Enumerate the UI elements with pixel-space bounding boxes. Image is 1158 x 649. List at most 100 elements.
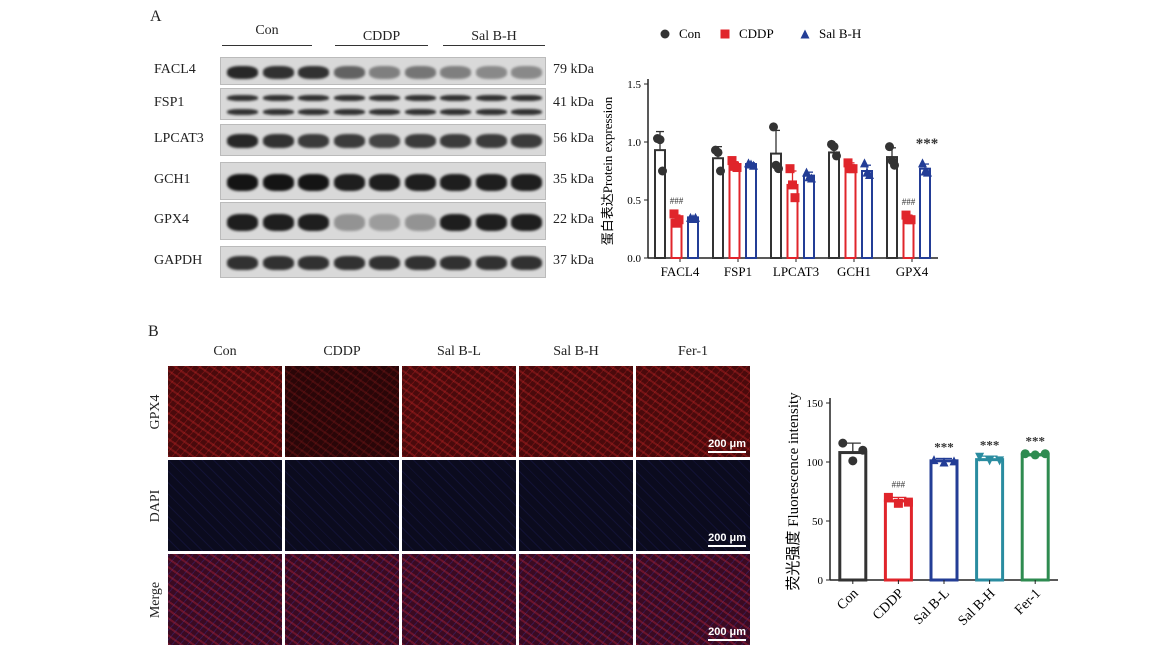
column-header: Fer-1 — [677, 344, 709, 359]
bar — [883, 499, 913, 582]
blot-band — [333, 256, 365, 270]
blot-strip-fsp1 — [220, 88, 546, 120]
data-point — [985, 456, 995, 466]
blot-strip-facl4 — [220, 57, 546, 85]
data-point — [929, 455, 939, 465]
data-point — [774, 164, 783, 174]
bar — [886, 156, 898, 259]
x-tick-label: GCH1 — [837, 264, 871, 279]
blot-band — [298, 213, 329, 231]
y-tick-label: 0 — [818, 575, 824, 587]
blot-band — [369, 134, 400, 148]
blot-band — [298, 256, 329, 270]
blot-band — [262, 65, 294, 79]
fluorescence-image — [519, 554, 633, 645]
fluorescence-intensity-chart: 0 50 100 150 荧光强度 Fluorescence intensity Con C… — [785, 392, 1058, 629]
data-point — [732, 163, 742, 173]
blot-kda-label: 22 kDa — [553, 212, 594, 227]
blot-strip-gch1 — [220, 162, 546, 200]
data-point — [995, 456, 1005, 466]
blot-band — [262, 173, 294, 191]
scale-bar: 200 μm — [708, 626, 746, 641]
bar — [728, 164, 741, 259]
significance-label: *** — [916, 136, 939, 152]
y-axis-label: 蛋白表达Protein expression — [600, 96, 615, 245]
blot-band — [440, 256, 471, 270]
legend-label: Con — [679, 26, 701, 41]
blot-band — [511, 65, 542, 79]
blot-band — [404, 134, 436, 148]
blot-band — [404, 65, 436, 79]
fluorescence-image — [519, 460, 633, 551]
blot-band — [404, 256, 436, 270]
scale-bar-label: 200 μm — [708, 532, 746, 544]
bar — [975, 458, 1005, 582]
data-point — [655, 135, 665, 145]
data-point — [883, 492, 893, 502]
blot-band — [227, 134, 258, 148]
bar — [838, 451, 868, 582]
data-point — [906, 215, 916, 225]
fluorescence-image — [168, 554, 282, 645]
blot-protein-label: GPX4 — [154, 212, 190, 227]
blot-band — [227, 256, 258, 270]
blot-band — [511, 256, 542, 270]
data-point — [903, 497, 913, 507]
blot-band — [475, 95, 507, 101]
blot-protein-label: GCH1 — [154, 172, 191, 187]
blot-band — [440, 109, 471, 115]
legend-marker — [720, 29, 730, 39]
blot-band — [227, 65, 258, 79]
scale-bar-line — [708, 639, 746, 641]
data-point — [923, 167, 932, 177]
data-point — [829, 142, 839, 152]
y-tick-label: 0.5 — [627, 195, 641, 207]
group-underline — [222, 45, 312, 46]
bar — [861, 170, 873, 259]
data-point — [975, 452, 985, 462]
significance-label: *** — [934, 440, 954, 455]
data-point — [1040, 449, 1050, 459]
blot-band — [369, 173, 400, 191]
data-point — [749, 160, 758, 170]
bar — [902, 217, 915, 259]
blot-band — [440, 213, 471, 231]
data-point — [1030, 450, 1040, 460]
blot-band — [369, 256, 400, 270]
blot-band — [404, 109, 436, 115]
data-point — [669, 209, 679, 219]
x-tick-label: FACL4 — [661, 264, 700, 279]
blot-band — [298, 173, 329, 191]
scale-bar-label: 200 μm — [708, 438, 746, 450]
blot-protein-label: FSP1 — [154, 95, 185, 110]
fluorescence-image — [285, 554, 399, 645]
scale-bar-line — [708, 545, 746, 547]
data-point — [939, 457, 949, 467]
x-tick-label: Sal B-L — [911, 586, 953, 628]
bar — [929, 459, 959, 582]
data-point — [885, 142, 894, 152]
fluorescence-image: 200 μm — [636, 366, 750, 457]
scale-bar-line — [708, 451, 746, 453]
y-tick-label: 50 — [812, 516, 824, 528]
bar — [803, 174, 815, 259]
group-underline — [443, 45, 545, 46]
blot-band — [298, 65, 329, 79]
blot-band — [440, 65, 471, 79]
row-label: GPX4 — [148, 394, 163, 430]
y-axis-label: 荧光强度 Fluorescence intensity — [785, 392, 802, 591]
data-point — [727, 156, 737, 166]
fluorescence-image: 200 μm — [636, 460, 750, 551]
data-point — [918, 158, 927, 168]
blot-protein-label: LPCAT3 — [154, 131, 204, 146]
scale-bar-label: 200 μm — [708, 626, 746, 638]
x-tick-label: GPX4 — [896, 264, 929, 279]
bar — [687, 216, 699, 259]
group-underline — [335, 45, 428, 46]
x-tick-label: Fer-1 — [1012, 586, 1044, 618]
blot-band — [227, 173, 258, 191]
bar — [919, 167, 931, 259]
legend-marker — [800, 29, 810, 39]
blot-band — [262, 109, 294, 115]
blot-band — [227, 95, 258, 101]
